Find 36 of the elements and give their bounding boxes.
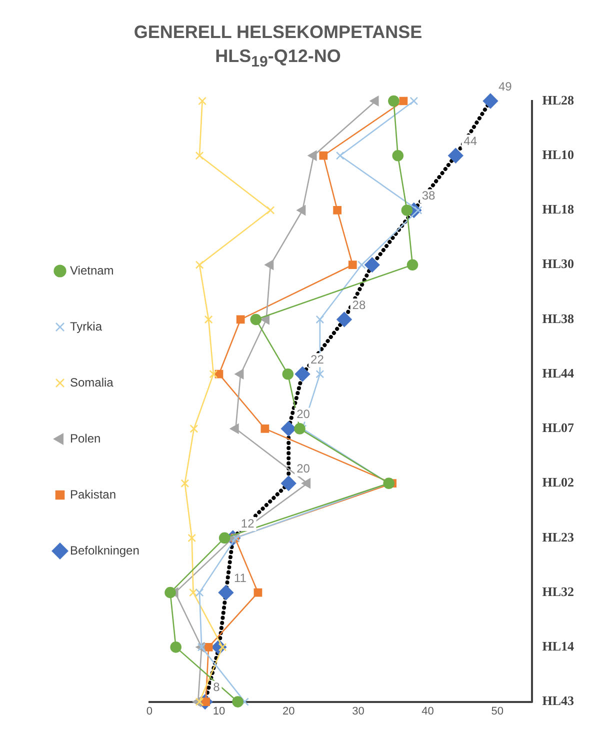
data-label: 20 [296,406,310,421]
y-tick-label: HL07 [542,420,574,435]
data-label: 8 [213,680,220,694]
y-tick-label: HL32 [542,584,574,599]
legend-label: Somalia [70,374,114,389]
x-tick-label: 20 [282,705,295,718]
y-tick-label: HL43 [542,692,574,708]
x-tick-label: 0 [146,705,152,718]
y-tick-label: HL10 [542,146,574,162]
x-tick-label: 50 [491,705,504,718]
chart-title: GENERELL HELSEKOMPETANSE [132,21,424,44]
legend-label: Tyrkia [70,318,102,333]
x-tick-label: 10 [212,705,226,718]
data-label: 11 [234,570,247,584]
y-tick-label: HL23 [542,528,574,544]
x-tick-label: 30 [352,705,364,718]
legend-label: Befolkningen [70,542,140,557]
data-label: 12 [240,516,255,530]
y-tick-label: HL30 [542,256,574,271]
x-tick-label: 40 [422,705,434,718]
y-tick-label: HL02 [542,474,574,490]
y-tick-label: HL28 [542,92,574,107]
y-tick-label: HL18 [542,201,574,216]
data-label: 49 [498,78,512,93]
y-tick-label: HL38 [542,310,574,326]
y-tick-label: HL44 [542,365,574,380]
legend-label: Pakistan [70,486,116,501]
legend-label: Vietnam [70,262,114,277]
legend-label: Polen [70,430,101,445]
data-label: 38 [422,188,436,202]
y-tick-label: HL14 [542,638,574,654]
data-label: 44 [464,134,478,148]
chart-subtitle: HLS$_{19}$-Q12-NO [214,45,342,73]
data-label: 22 [310,352,324,366]
data-label: 20 [296,461,310,476]
data-label: 28 [352,297,366,312]
